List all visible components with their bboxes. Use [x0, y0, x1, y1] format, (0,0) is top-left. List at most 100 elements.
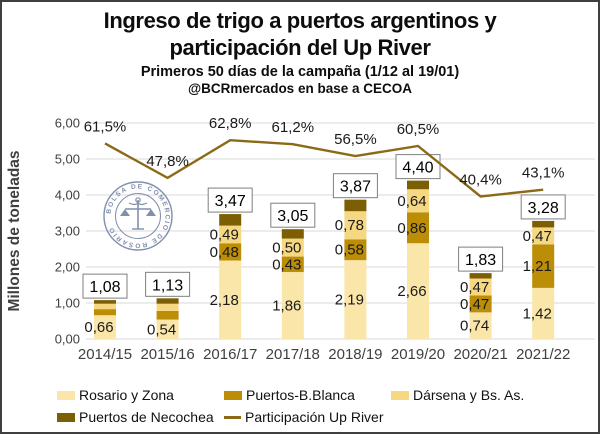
bar-segment: [344, 199, 367, 212]
x-category-label: 2019/20: [391, 346, 445, 363]
bar-segment: [469, 295, 492, 313]
y-tick-label: 6,00: [55, 116, 80, 131]
legend-item-necochea: Puertos de Necochea: [57, 409, 224, 425]
bar-segment: [407, 212, 429, 244]
segment-label: 1,86: [272, 298, 301, 315]
legend-item-bblanca: Puertos-B.Blanca: [224, 387, 391, 403]
percent-label: 56,5%: [334, 131, 377, 148]
segment-label: 1,21: [523, 258, 552, 275]
bar-segment: [94, 303, 116, 310]
bar-segment: [532, 244, 555, 288]
total-label-box: [145, 271, 191, 297]
x-category-label: 2015/16: [140, 346, 194, 363]
segment-label: 0,86: [397, 220, 426, 237]
total-label-box: [207, 187, 253, 213]
x-category-label: 2014/15: [78, 346, 132, 363]
total-label-box: [82, 273, 128, 299]
bar-segment: [532, 287, 555, 339]
segment-label: 0,78: [335, 217, 364, 234]
watermark-seal: BOLSA DE COMERCIO DE ROSARIO: [103, 181, 173, 251]
bar-segment: [469, 312, 492, 339]
legend: Rosario y Zona Puertos-B.Blanca Dársena …: [57, 384, 597, 428]
bar-segment: [532, 220, 555, 228]
bar-segment: [156, 298, 179, 304]
chart-subtitle: Primeros 50 días de la campaña (1/12 al …: [140, 63, 460, 80]
segment-label: 2,19: [335, 292, 364, 309]
bar-segment: [94, 309, 116, 316]
total-label: 4,40: [402, 160, 433, 177]
legend-label-rosario: Rosario y Zona: [79, 387, 174, 403]
legend-swatch-darsena-icon: [391, 390, 409, 400]
bar-segment: [407, 180, 429, 190]
percent-label: 61,2%: [272, 119, 315, 136]
total-label: 3,05: [277, 208, 308, 225]
bar-segment: [344, 211, 367, 240]
bar-segment: [94, 300, 116, 304]
bar-segment: [219, 260, 242, 339]
x-category-label: 2016/17: [203, 346, 257, 363]
percent-label: 61,5%: [84, 118, 127, 135]
bar-segment: [94, 315, 116, 339]
segment-label: 0,64: [397, 193, 426, 210]
total-label-box: [520, 194, 566, 220]
segment-label: 0,58: [335, 242, 364, 259]
y-tick-label: 1,00: [55, 296, 80, 311]
legend-swatch-bblanca-icon: [224, 390, 242, 400]
bar-segment: [532, 227, 555, 245]
y-tick-label: 5,00: [55, 152, 80, 167]
x-category-label: 2018/19: [328, 346, 382, 363]
bar-segment: [156, 319, 179, 339]
percent-label: 62,8%: [209, 115, 252, 132]
segment-label: 1,42: [523, 305, 552, 322]
bar-segment: [219, 243, 242, 261]
y-axis-title: Millones de toneladas: [6, 150, 23, 311]
legend-swatch-rosario-icon: [57, 390, 75, 400]
chart-attribution: @BCRmercados en base a CECOA: [188, 80, 412, 96]
x-category-label: 2017/18: [266, 346, 320, 363]
segment-label: 0,47: [460, 296, 489, 313]
total-label: 3,28: [528, 200, 559, 217]
y-tick-label: 2,00: [55, 260, 80, 275]
x-category-label: 2021/22: [516, 346, 570, 363]
segment-label: 0,54: [147, 321, 176, 338]
bar-segment: [281, 238, 304, 257]
watermark-right-pan-icon: [146, 209, 156, 216]
total-label: 1,83: [465, 252, 496, 269]
bar-segment: [407, 243, 429, 339]
legend-label-necochea: Puertos de Necochea: [79, 409, 214, 425]
segment-label: 0,48: [210, 244, 239, 261]
segment-label: 0,47: [523, 228, 552, 245]
bar-segment: [281, 272, 304, 339]
watermark-left-pan-icon: [120, 209, 130, 216]
bar-segment: [281, 229, 304, 239]
total-label-box: [270, 202, 316, 228]
bar-segment: [156, 310, 179, 320]
bar-segment: [156, 303, 179, 311]
bar-segment: [469, 278, 492, 296]
legend-swatch-necochea-icon: [57, 412, 75, 422]
segment-label: 0,50: [272, 240, 301, 257]
total-label-box: [458, 246, 504, 272]
bar-segment: [344, 260, 367, 339]
percent-label: 43,1%: [522, 165, 565, 182]
legend-label-bblanca: Puertos-B.Blanca: [246, 387, 355, 403]
bar-segment: [219, 225, 242, 244]
participation-upriver-line: [104, 138, 544, 198]
segment-label: 0,74: [460, 318, 489, 335]
y-tick-label: 4,00: [55, 188, 80, 203]
bar-segment: [469, 273, 492, 279]
legend-label-upriver: Participación Up River: [245, 409, 384, 425]
percent-label: 40,4%: [459, 171, 502, 188]
watermark-wings-icon: [128, 202, 148, 206]
watermark-outer-ring-icon: [103, 181, 173, 251]
segment-label: 0,47: [460, 279, 489, 296]
percent-label: 60,5%: [397, 121, 440, 138]
chart-title: Ingreso de trigo a puertos argentinos y …: [103, 8, 497, 60]
segment-label: 0,49: [210, 226, 239, 243]
segment-label: 0,66: [84, 319, 113, 336]
total-label-box: [332, 173, 378, 199]
segment-label: 2,66: [397, 283, 426, 300]
watermark-inner-ring-icon: [115, 193, 161, 239]
